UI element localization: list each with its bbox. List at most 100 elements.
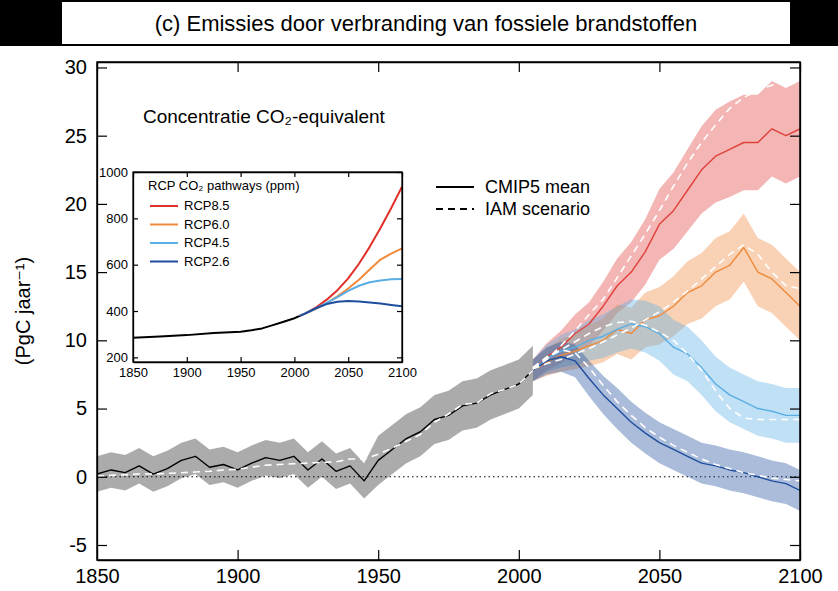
axis: -5051015202530 [65, 56, 107, 560]
legend-swatch [436, 186, 474, 188]
series-line [533, 248, 800, 371]
chart-title: (c) Emissies door verbranding van fossie… [155, 11, 698, 36]
plot-data [97, 78, 800, 511]
tick-mark [238, 62, 239, 72]
tick-label: 1850 [75, 565, 120, 587]
tick: -5 [69, 534, 107, 556]
tick-label: 400 [106, 304, 128, 319]
legend-swatch [150, 242, 178, 244]
legend-label: RCP4.5 [184, 235, 230, 250]
tick-label: 200 [106, 350, 128, 365]
tick-mark [790, 408, 800, 409]
tick [397, 357, 402, 358]
tick-mark [348, 172, 349, 177]
tick-label: 25 [65, 125, 87, 147]
legend-swatch [150, 205, 178, 207]
tick [187, 172, 188, 177]
tick-label: 1900 [216, 565, 261, 587]
y-axis-title: (PgC jaar⁻¹) [12, 257, 34, 365]
series-line [533, 357, 800, 491]
tick-mark [790, 340, 800, 341]
tick: 2000 [280, 357, 309, 380]
inset-frame [133, 172, 402, 362]
tick-mark [519, 62, 520, 72]
tick-mark [790, 272, 800, 273]
axis: 2004006008001000 [99, 165, 138, 365]
tick-label: 2100 [778, 565, 823, 587]
legend-label: RCP2.6 [184, 254, 230, 269]
series-line [300, 301, 402, 316]
tick: 10 [65, 329, 107, 351]
tick: 30 [65, 56, 107, 78]
tick [397, 311, 402, 312]
legend-label: IAM scenario [485, 199, 590, 219]
tick-mark [348, 357, 349, 362]
tick-mark [659, 62, 660, 72]
tick-mark [187, 172, 188, 177]
tick-label: -5 [69, 534, 87, 556]
tick-mark [790, 477, 800, 478]
legend: CMIP5 meanIAM scenario [436, 177, 590, 219]
axis [790, 63, 801, 561]
tick [790, 409, 800, 410]
tick [790, 545, 800, 546]
tick-label: 2000 [497, 565, 542, 587]
tick-label: 1950 [356, 565, 401, 587]
tick-mark [378, 62, 379, 72]
tick [790, 136, 800, 137]
tick-mark [97, 340, 107, 341]
tick [659, 62, 660, 72]
tick-mark [97, 204, 107, 205]
tick: 1900 [216, 550, 261, 587]
tick: 2050 [334, 357, 363, 380]
tick-mark [133, 311, 138, 312]
tick-mark [97, 67, 107, 68]
tick-mark [241, 172, 242, 177]
tick [378, 62, 379, 72]
tick: 15 [65, 261, 107, 283]
tick-mark [397, 218, 402, 219]
legend-label: RCP6.0 [184, 217, 230, 232]
legend-swatch [436, 208, 474, 210]
chart-svg: (c) Emissies door verbranding van fossie… [0, 0, 838, 591]
annotation: Concentratie CO₂-equivalent [143, 106, 386, 127]
axis [98, 62, 801, 72]
tick-mark [397, 357, 402, 358]
tick-mark [97, 477, 107, 478]
tick [790, 340, 800, 341]
chart-root: (c) Emissies door verbranding van fossie… [0, 0, 838, 591]
inset-data [133, 187, 402, 338]
legend-label: CMIP5 mean [485, 177, 590, 197]
tick-mark [241, 357, 242, 362]
tick-mark [97, 136, 107, 137]
tick [348, 172, 349, 177]
tick: 5 [76, 397, 107, 419]
tick-label: 2050 [638, 565, 683, 587]
series-line [300, 187, 402, 316]
series-line [533, 245, 800, 369]
tick-mark [790, 545, 800, 546]
series-line [300, 279, 402, 316]
tick-mark [238, 550, 239, 560]
tick-label: 2000 [280, 365, 309, 380]
tick-mark [294, 357, 295, 362]
tick-label: 800 [106, 211, 128, 226]
tick: 25 [65, 125, 107, 147]
tick: 1950 [227, 357, 256, 380]
tick-label: 15 [65, 261, 87, 283]
legend-swatch [150, 261, 178, 263]
tick-label: 2050 [334, 365, 363, 380]
tick-label: 1950 [227, 365, 256, 380]
tick [790, 272, 800, 273]
tick-label: 600 [106, 257, 128, 272]
legend-title: RCP CO₂ pathways (ppm) [148, 178, 299, 193]
tick-mark [397, 311, 402, 312]
legend-label: RCP8.5 [184, 198, 230, 213]
tick-mark [519, 550, 520, 560]
tick [790, 204, 800, 205]
plot-frame [97, 62, 800, 560]
series-line [533, 321, 800, 419]
tick: 2050 [638, 550, 683, 587]
tick-label: 5 [76, 397, 87, 419]
axis [134, 172, 403, 177]
